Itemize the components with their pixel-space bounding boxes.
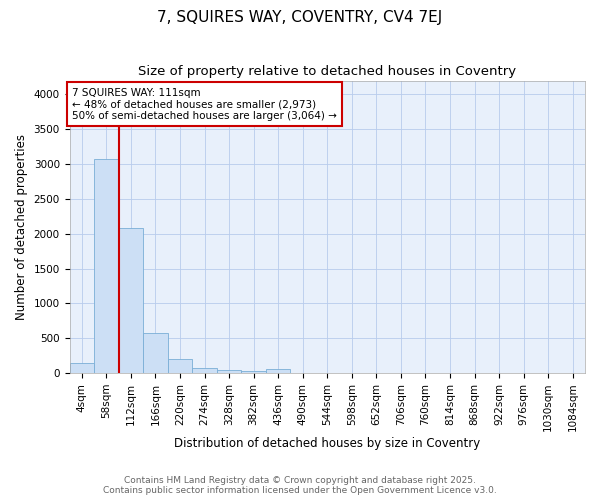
Bar [241,371,266,373]
Text: 7, SQUIRES WAY, COVENTRY, CV4 7EJ: 7, SQUIRES WAY, COVENTRY, CV4 7EJ [157,10,443,25]
Bar [94,158,119,373]
X-axis label: Distribution of detached houses by size in Coventry: Distribution of detached houses by size … [174,437,481,450]
Bar [192,368,217,373]
Y-axis label: Number of detached properties: Number of detached properties [15,134,28,320]
Text: Contains HM Land Registry data © Crown copyright and database right 2025.
Contai: Contains HM Land Registry data © Crown c… [103,476,497,495]
Bar [168,359,192,373]
Title: Size of property relative to detached houses in Coventry: Size of property relative to detached ho… [138,65,517,78]
Bar [217,370,241,373]
Bar [70,364,94,373]
Text: 7 SQUIRES WAY: 111sqm
← 48% of detached houses are smaller (2,973)
50% of semi-d: 7 SQUIRES WAY: 111sqm ← 48% of detached … [72,88,337,120]
Bar [143,332,168,373]
Bar [266,370,290,373]
Bar [119,228,143,373]
